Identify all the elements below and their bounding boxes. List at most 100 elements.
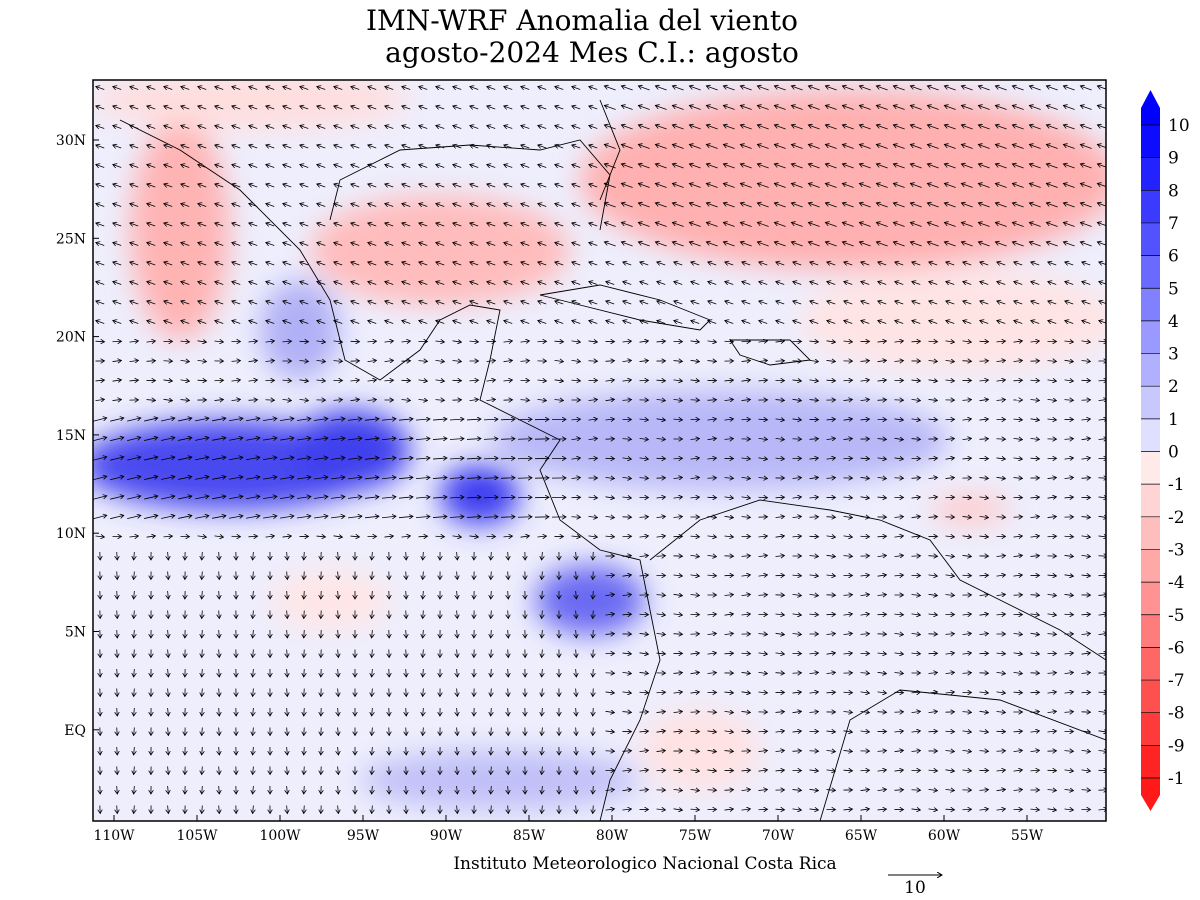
wind-vector (757, 86, 769, 91)
wind-vector (304, 746, 305, 755)
wind-vector (689, 86, 701, 91)
lon-label: 70W (762, 828, 795, 844)
wind-vector (774, 105, 786, 110)
wind-vector (266, 242, 275, 245)
wind-vector (1046, 203, 1058, 208)
wind-vector (604, 86, 616, 91)
wind-vector (621, 164, 633, 169)
wind-vector (538, 184, 547, 187)
wind-vector (538, 164, 547, 167)
lon-label: 105W (176, 828, 218, 844)
wind-vector (300, 125, 309, 128)
wind-vector (1080, 105, 1092, 110)
wind-vector (606, 262, 615, 265)
colorbar-segment (1141, 386, 1160, 419)
wind-vector (300, 145, 309, 148)
wind-vector (96, 203, 105, 206)
wind-vector (842, 242, 854, 247)
wind-vector (1029, 203, 1041, 208)
wind-vector (504, 145, 513, 148)
wind-vector (555, 262, 564, 265)
wind-vector (96, 242, 105, 245)
wind-vector (723, 164, 735, 169)
wind-vector (638, 105, 650, 110)
wind-vector (1080, 164, 1092, 169)
wind-vector (470, 223, 479, 226)
wind-vector (368, 125, 377, 128)
wind-vector (1080, 242, 1092, 247)
lon-label: 60W (928, 828, 961, 844)
wind-vector (961, 125, 973, 130)
wind-vector (487, 106, 496, 109)
wind-vector (593, 610, 594, 619)
wind-vector (825, 203, 837, 208)
wind-vector (283, 262, 292, 265)
wind-vector (1029, 144, 1041, 149)
colorbar-label: 0 (1168, 443, 1179, 463)
wind-vector (589, 262, 598, 265)
wind-vector (791, 183, 803, 188)
wind-vector (1029, 86, 1041, 91)
wind-vector (876, 86, 888, 91)
wind-vector (406, 707, 407, 716)
wind-vector (304, 805, 305, 814)
wind-vector (995, 105, 1007, 110)
wind-vector (638, 164, 650, 169)
wind-vector (283, 184, 292, 187)
wind-vector (402, 86, 411, 89)
wind-vector (538, 106, 547, 109)
colorbar-label: 6 (1168, 247, 1179, 267)
wind-vector (1046, 144, 1058, 149)
colorbar-label: -1 (1168, 475, 1185, 495)
wind-vector (893, 222, 905, 227)
wind-vector (621, 144, 633, 149)
wind-vector (1097, 164, 1106, 168)
wind-vector (876, 222, 888, 227)
wind-vector (757, 144, 769, 149)
wind-vector (791, 125, 803, 130)
wind-vector (893, 125, 905, 130)
wind-vector (757, 105, 769, 110)
wind-vector (708, 262, 717, 265)
wind-vector (655, 86, 667, 91)
wind-vector (470, 145, 479, 148)
wind-vector (808, 164, 820, 169)
wind-vector (300, 242, 309, 245)
wind-vector (487, 145, 496, 148)
wind-vector (385, 86, 394, 89)
wind-vector (385, 223, 394, 226)
wind-vector (402, 145, 411, 148)
wind-vector (706, 144, 718, 149)
wind-vector (706, 105, 718, 110)
wind-vector (215, 203, 224, 206)
wind-vector (589, 125, 598, 128)
wind-vector (995, 222, 1007, 227)
wind-vector (876, 144, 888, 149)
wind-vector (791, 144, 803, 149)
wind-vector (130, 203, 139, 206)
colorbar-label: 9 (1168, 149, 1179, 169)
wind-vector (130, 242, 139, 245)
wind-vector (334, 86, 343, 89)
wind-vector (517, 419, 532, 420)
wind-vector (419, 203, 428, 206)
wind-vector (113, 203, 122, 206)
wind-vector (436, 125, 445, 128)
wind-vector (740, 203, 752, 208)
wind-vector (317, 164, 326, 167)
wind-vector (927, 242, 939, 247)
wind-vector (689, 242, 701, 247)
wind-vector (198, 86, 207, 89)
wind-vector (638, 144, 650, 149)
wind-vector (689, 203, 701, 208)
wind-vector (368, 106, 377, 109)
wind-vector (859, 203, 871, 208)
wind-vector (406, 610, 407, 619)
wind-vector (266, 164, 275, 167)
wind-vector (593, 688, 594, 697)
wind-vector (406, 590, 407, 599)
wind-vector (842, 222, 854, 227)
wind-vector (740, 105, 752, 110)
wind-vector (1046, 86, 1058, 91)
wind-vector (808, 86, 820, 91)
